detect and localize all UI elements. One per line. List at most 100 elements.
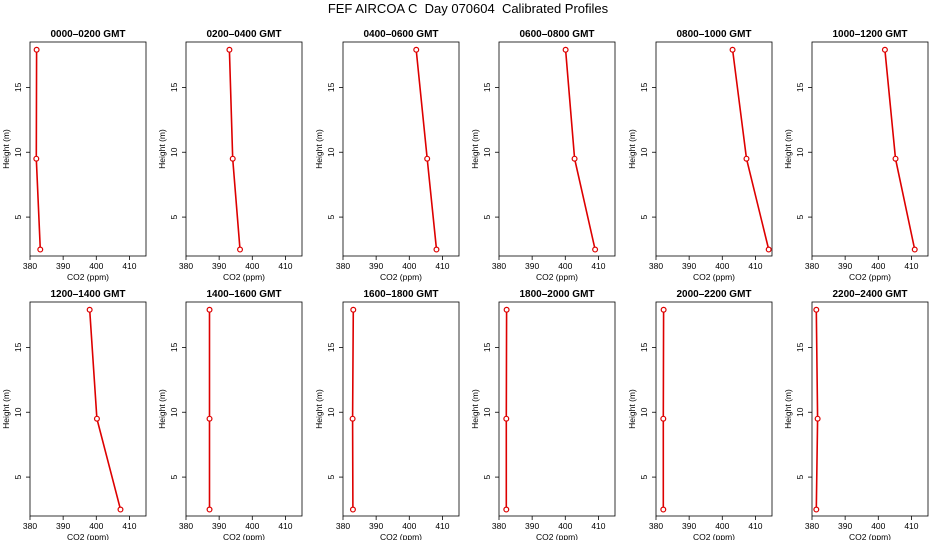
x-tick-label: 400: [245, 261, 259, 271]
profile-point: [86, 306, 93, 313]
plot-frame: [29, 301, 147, 517]
panel-12: 2200–2400 GMT 380 390 400 410 CO2 (ppm) 5 10 15 H…: [783, 289, 929, 540]
panel-10: 1800–2000 GMT 380 390 400 410 CO2 (ppm) 5 10 15 H…: [470, 289, 616, 540]
y-axis-label: Height (m): [627, 389, 637, 429]
y-tick-label: 10: [639, 147, 649, 157]
y-tick-label: 5: [13, 214, 23, 219]
profile-point: [813, 506, 820, 513]
figure-title: FEF AIRCOA C Day 070604 Calibrated Profi…: [327, 1, 609, 16]
profile-point: [660, 415, 667, 422]
x-tick-label: 390: [369, 261, 383, 271]
x-tick-label: 410: [591, 521, 605, 531]
y-tick-label: 10: [13, 147, 23, 157]
panel-title: 1000–1200 GMT: [832, 29, 907, 40]
x-tick-label: 400: [871, 261, 885, 271]
panel-7: 1200–1400 GMT 380 390 400 410 CO2 (ppm) 5 10 15 H…: [1, 289, 147, 540]
y-axis-label: Height (m): [470, 129, 480, 169]
panel-11: 2000–2200 GMT 380 390 400 410 CO2 (ppm) 5 10 15 H…: [627, 289, 773, 540]
x-tick-label: 380: [649, 521, 663, 531]
x-axis-label: CO2 (ppm): [67, 532, 109, 540]
x-axis-label: CO2 (ppm): [223, 272, 265, 282]
profile-point: [765, 246, 772, 253]
profile-point: [881, 46, 888, 53]
y-tick-label: 15: [795, 82, 805, 92]
panel-5: 0800–1000 GMT 380 390 400 410 CO2 (ppm) 5 10 15 H…: [627, 29, 773, 282]
y-tick-label: 5: [482, 214, 492, 219]
x-tick-label: 410: [904, 261, 918, 271]
panel-title: 0400–0600 GMT: [363, 29, 438, 40]
profile-point: [206, 506, 213, 513]
y-axis-label: Height (m): [157, 129, 167, 169]
x-tick-label: 380: [179, 521, 193, 531]
panel-title: 1400–1600 GMT: [206, 289, 281, 300]
profile-line: [815, 309, 819, 510]
panel-title: 2000–2200 GMT: [676, 289, 751, 300]
profile-point: [911, 246, 918, 253]
profile-point: [424, 155, 431, 162]
y-tick-label: 10: [795, 407, 805, 417]
profile-point: [229, 155, 236, 162]
profile-line: [415, 49, 438, 250]
y-tick-label: 15: [326, 82, 336, 92]
y-tick-label: 10: [639, 407, 649, 417]
y-tick-label: 10: [326, 147, 336, 157]
y-tick-label: 5: [795, 214, 805, 219]
y-tick-label: 15: [169, 342, 179, 352]
x-tick-label: 380: [805, 521, 819, 531]
profile-point: [660, 506, 667, 513]
plot-frame: [29, 41, 147, 257]
profile-point: [226, 46, 233, 53]
y-tick-label: 10: [169, 407, 179, 417]
y-tick-label: 10: [482, 147, 492, 157]
profile-point: [729, 46, 736, 53]
panel-title: 1200–1400 GMT: [50, 289, 125, 300]
y-tick-label: 5: [13, 474, 23, 479]
profile-point: [413, 46, 420, 53]
x-tick-label: 390: [838, 261, 852, 271]
profile-point: [206, 415, 213, 422]
panel-title: 0800–1000 GMT: [676, 29, 751, 40]
x-tick-label: 410: [278, 261, 292, 271]
x-axis-label: CO2 (ppm): [380, 532, 422, 540]
x-axis-label: CO2 (ppm): [693, 272, 735, 282]
x-tick-label: 410: [748, 521, 762, 531]
profile-point: [503, 506, 510, 513]
y-tick-label: 15: [639, 82, 649, 92]
plot-frame: [185, 301, 303, 517]
panel-title: 0200–0400 GMT: [206, 29, 281, 40]
plot-frame: [185, 41, 303, 257]
x-tick-label: 390: [56, 521, 70, 531]
y-axis-label: Height (m): [627, 129, 637, 169]
x-tick-label: 410: [122, 261, 136, 271]
x-axis-label: CO2 (ppm): [223, 532, 265, 540]
x-axis-label: CO2 (ppm): [536, 532, 578, 540]
x-tick-label: 380: [492, 261, 506, 271]
profile-point: [892, 155, 899, 162]
x-tick-label: 400: [558, 521, 572, 531]
profile-point: [571, 155, 578, 162]
profile-point: [592, 246, 599, 253]
y-tick-label: 15: [13, 82, 23, 92]
x-tick-label: 390: [212, 521, 226, 531]
profile-point: [117, 506, 124, 513]
x-tick-label: 380: [649, 261, 663, 271]
y-tick-label: 15: [639, 342, 649, 352]
profile-point: [503, 306, 510, 313]
plot-frame: [811, 301, 929, 517]
y-tick-label: 15: [169, 82, 179, 92]
x-tick-label: 410: [435, 261, 449, 271]
profile-line: [731, 49, 770, 250]
x-tick-label: 380: [805, 261, 819, 271]
panel-6: 1000–1200 GMT 380 390 400 410 CO2 (ppm) 5 10 15 H…: [783, 29, 929, 282]
plot-frame: [498, 41, 616, 257]
y-axis-label: Height (m): [314, 129, 324, 169]
panel-2: 0200–0400 GMT 380 390 400 410 CO2 (ppm) 5 10 15 H…: [157, 29, 303, 282]
panel-title: 1800–2000 GMT: [519, 289, 594, 300]
x-tick-label: 400: [871, 521, 885, 531]
plot-frame: [655, 301, 773, 517]
x-tick-label: 390: [56, 261, 70, 271]
y-axis-label: Height (m): [783, 129, 793, 169]
x-tick-label: 400: [715, 261, 729, 271]
y-tick-label: 5: [482, 474, 492, 479]
